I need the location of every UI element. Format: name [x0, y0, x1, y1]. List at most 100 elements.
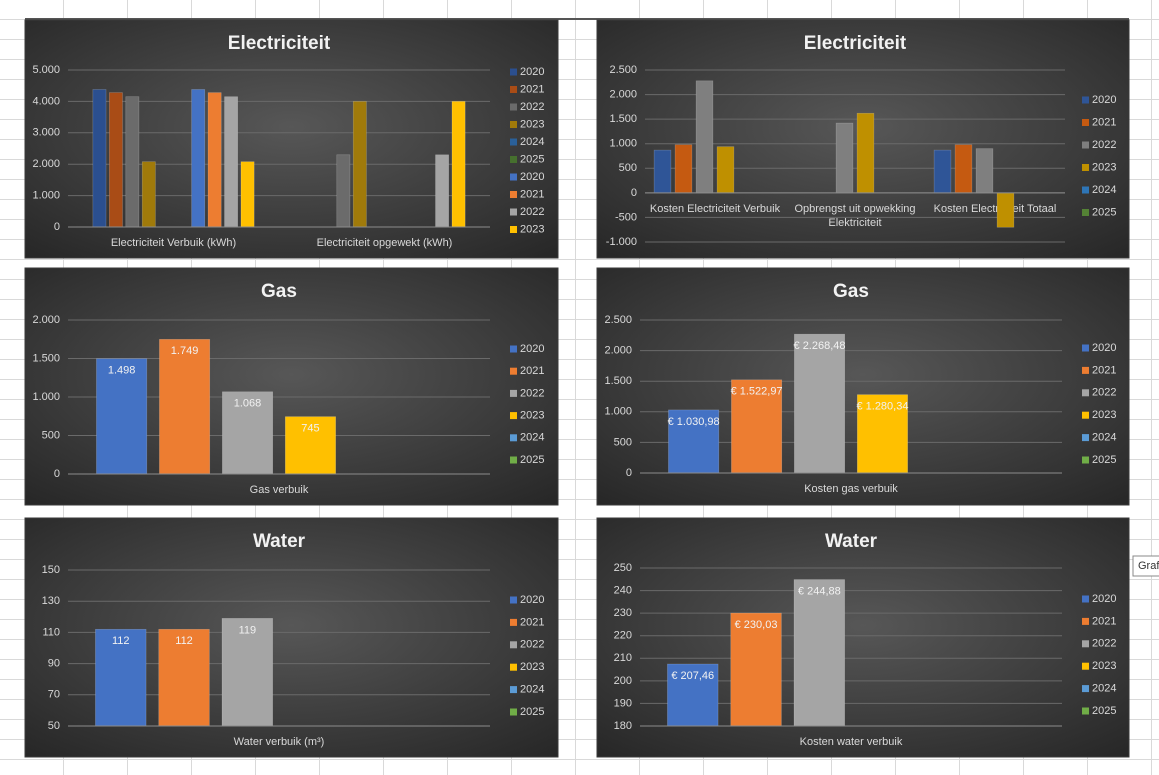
bar: [158, 628, 210, 727]
data-label: 119: [239, 624, 257, 636]
legend-label: 2023: [520, 410, 544, 422]
data-label: € 2.268,48: [794, 340, 846, 352]
legend-label: 2024: [1092, 683, 1116, 695]
y-tick-label: 0: [631, 187, 637, 199]
y-tick-label: 500: [614, 436, 632, 448]
legend-swatch: [510, 138, 517, 146]
legend-label: 2020: [1092, 94, 1116, 106]
bar: [933, 149, 952, 194]
legend-label: 2022: [520, 639, 544, 651]
chart: Gas 0 500 1.000 1.500 2.000 Gas verbuik 1.498 1.…: [24, 267, 559, 506]
bar: [92, 89, 107, 228]
bar: [996, 192, 1015, 228]
legend-label: 2023: [520, 223, 544, 235]
legend-label: 2021: [1092, 615, 1116, 627]
y-tick-label: 1.000: [32, 391, 60, 403]
bar: [240, 161, 255, 228]
legend-swatch: [1082, 209, 1089, 216]
data-label: 745: [301, 423, 319, 435]
legend-label: 2024: [1092, 184, 1116, 196]
bar: [224, 96, 238, 228]
legend-label: 2024: [520, 684, 544, 696]
data-label: € 1.522,97: [731, 386, 783, 398]
bar: [221, 618, 273, 727]
legend-swatch: [1082, 96, 1089, 104]
chart: Electriciteit 0 1.000 2.000 3.000 4.000 5.000 E…: [24, 19, 559, 259]
chart-title: Water: [253, 531, 306, 552]
y-tick-label: 190: [614, 697, 632, 709]
data-label: 1.498: [108, 365, 136, 377]
bar: [159, 339, 211, 475]
y-tick-label: 210: [614, 652, 632, 664]
bar: [674, 144, 693, 194]
y-tick-label: 3.000: [32, 127, 60, 139]
legend-label: 2021: [1092, 116, 1116, 128]
bar: [716, 146, 735, 194]
y-tick-label: 50: [48, 720, 60, 732]
x-tick-label: Kosten Electriciteit Verbuik: [650, 203, 781, 215]
legend-label: 2022: [520, 387, 544, 399]
bar: [793, 579, 845, 727]
y-tick-label: 200: [614, 675, 632, 687]
y-tick-label: 2.000: [604, 345, 632, 357]
legend-swatch: [1082, 617, 1089, 625]
y-tick-label: 1.000: [604, 406, 632, 418]
y-tick-label: 0: [54, 221, 60, 233]
legend-swatch: [1082, 640, 1089, 648]
legend-label: 2023: [520, 661, 544, 673]
legend-swatch: [510, 191, 517, 198]
bar: [284, 416, 336, 475]
bar: [856, 112, 875, 194]
legend-swatch: [1082, 119, 1089, 126]
legend-swatch: [1082, 389, 1089, 397]
legend-label: 2025: [1092, 705, 1116, 717]
y-tick-label: 230: [614, 607, 632, 619]
tooltip-box: [1132, 555, 1159, 577]
y-tick-label: 180: [614, 720, 632, 732]
legend-swatch: [510, 86, 517, 93]
y-tick-label: 1.000: [609, 138, 637, 150]
legend-swatch: [1082, 411, 1089, 419]
y-tick-label: 2.000: [609, 88, 637, 100]
legend-label: 2024: [1092, 432, 1116, 444]
legend-swatch: [510, 103, 517, 111]
legend-label: 2023: [1092, 161, 1116, 173]
bar: [141, 161, 156, 228]
y-tick-label: 1.500: [604, 375, 632, 387]
x-tick-label-line: Opbrengst uit opwekking: [794, 203, 915, 215]
y-tick-label: 250: [614, 562, 632, 574]
legend-swatch: [510, 389, 517, 397]
legend-swatch: [510, 156, 517, 163]
bar: [731, 379, 783, 474]
legend-swatch: [1082, 685, 1089, 693]
y-tick-label: 500: [619, 162, 637, 174]
legend-swatch: [510, 208, 517, 216]
legend-swatch: [1082, 662, 1089, 670]
legend-label: 2022: [1092, 387, 1116, 399]
legend-swatch: [510, 412, 517, 420]
chart-title: Electriciteit: [228, 33, 331, 54]
legend-label: 2021: [520, 83, 544, 95]
y-tick-label: 2.500: [609, 64, 637, 76]
data-label: 1.749: [171, 345, 199, 357]
legend-swatch: [510, 596, 517, 604]
y-tick-label: 2.500: [604, 314, 632, 326]
bar: [435, 154, 449, 228]
legend-label: 2020: [520, 343, 544, 355]
y-tick-label: 110: [42, 626, 60, 638]
bar: [222, 391, 274, 475]
y-tick-label: 0: [54, 468, 60, 480]
bar: [954, 144, 973, 194]
data-label: € 1.030,98: [668, 416, 720, 428]
legend-label: 2024: [520, 136, 544, 148]
bar: [95, 628, 147, 727]
legend-swatch: [1082, 595, 1089, 603]
legend-swatch: [510, 345, 517, 353]
legend-label: 2022: [1092, 139, 1116, 151]
y-tick-label: -1.000: [606, 236, 637, 248]
y-tick-label: 1.000: [32, 190, 60, 202]
x-tick-label: Kosten water verbuik: [800, 736, 903, 748]
x-tick-label: Electriciteit Verbuik (kWh): [111, 237, 236, 249]
y-tick-label: 4.000: [32, 95, 60, 107]
